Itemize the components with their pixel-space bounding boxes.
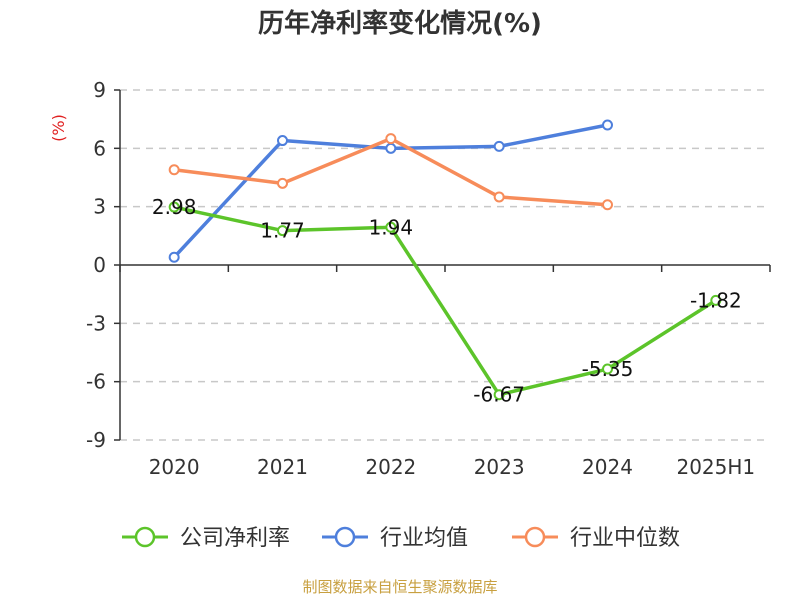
x-tick-label: 2024 — [582, 455, 633, 479]
legend-marker — [334, 526, 356, 548]
data-label: 2.98 — [152, 195, 197, 219]
data-point — [168, 201, 180, 213]
source-note: 制图数据来自恒生聚源数据库 — [302, 578, 497, 596]
y-tick-label: 3 — [93, 195, 106, 219]
y-tick-label: -3 — [86, 311, 106, 335]
data-label: -5.35 — [582, 357, 634, 381]
data-labels: 2.98 1.77 1.94 -6.67 -5.35 -1.82 — [152, 195, 742, 407]
data-point — [277, 225, 288, 237]
data-point — [277, 135, 288, 147]
data-point — [710, 294, 722, 306]
data-point — [493, 191, 505, 203]
y-tick-label: -6 — [86, 370, 106, 394]
x-tick-labels: 2020 2021 2022 2023 2024 2025H1 — [149, 455, 755, 479]
x-tick-label: 2022 — [365, 455, 416, 479]
axes — [114, 89, 771, 441]
x-tick-label: 2021 — [257, 455, 308, 479]
legend-marker — [524, 526, 546, 548]
data-point — [385, 142, 397, 154]
series-lines — [168, 119, 722, 401]
y-tick-label: 9 — [93, 78, 106, 102]
y-tick-labels: 9 6 3 0 -3 -6 -9 — [86, 78, 106, 452]
data-point — [385, 221, 397, 233]
x-tick-label: 2020 — [149, 455, 200, 479]
data-point — [493, 140, 505, 152]
data-label: -6.67 — [473, 383, 525, 407]
chart-title: 历年净利率变化情况(%) — [258, 8, 542, 39]
legend-marker — [134, 526, 156, 548]
x-tick-label: 2025H1 — [676, 455, 755, 479]
x-tick-label: 2023 — [474, 455, 525, 479]
y-tick-label: -9 — [86, 428, 106, 452]
legend-label: 行业均值 — [380, 526, 468, 551]
legend: 公司净利率 行业均值 行业中位数 — [122, 526, 680, 551]
data-label: 1.94 — [369, 215, 414, 239]
data-point — [602, 199, 613, 211]
data-point — [168, 251, 180, 263]
data-point — [602, 363, 613, 375]
series-line — [173, 205, 717, 397]
data-label: 1.77 — [260, 219, 305, 243]
legend-label: 行业中位数 — [570, 526, 680, 551]
y-tick-label: 0 — [93, 253, 106, 277]
data-point — [168, 164, 180, 176]
data-label: -1.82 — [690, 288, 742, 312]
data-point — [602, 119, 613, 131]
data-point — [493, 389, 505, 401]
data-point — [385, 133, 397, 145]
y-axis-label: (%) — [49, 114, 68, 142]
y-tick-label: 6 — [93, 136, 106, 160]
legend-label: 公司净利率 — [180, 526, 290, 551]
data-point — [277, 177, 288, 189]
